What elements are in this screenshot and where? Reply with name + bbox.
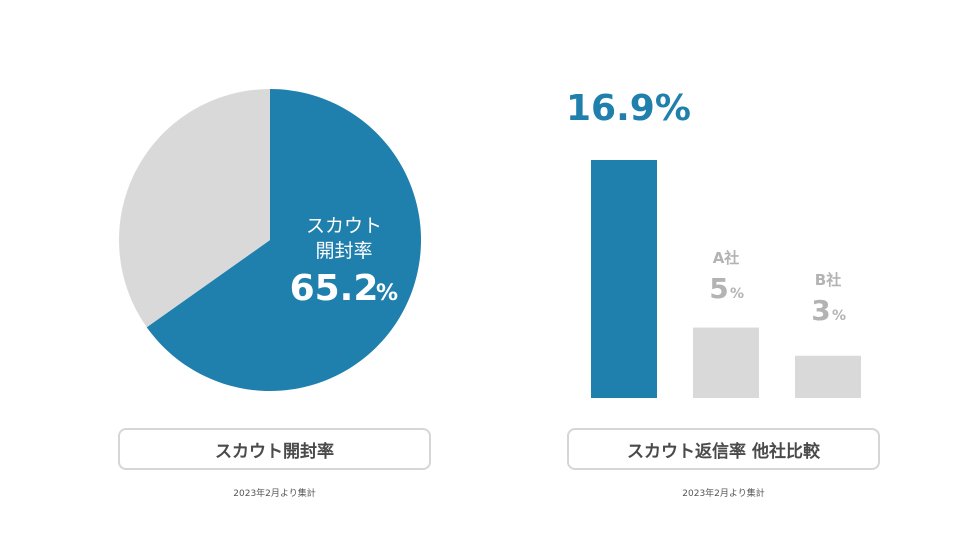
- bar-b-value: 3: [811, 294, 830, 327]
- bar-b-unit: %: [832, 308, 846, 324]
- bar-a-name: A社: [713, 249, 740, 267]
- bar-a: [693, 327, 759, 398]
- left-caption: スカウト開封率: [215, 441, 334, 462]
- left-caption-box: スカウト開封率: [118, 428, 431, 470]
- right-caption: スカウト返信率 他社比較: [627, 441, 820, 462]
- bar-a-unit: %: [730, 286, 744, 302]
- pie-inner-label-line1: スカウト: [306, 215, 382, 237]
- pie-slice-open-rate: [146, 89, 422, 391]
- right-note: 2023年2月より集計: [682, 489, 765, 499]
- pie-chart: [118, 89, 422, 391]
- bar-b: [795, 355, 861, 398]
- left-note: 2023年2月より集計: [233, 489, 316, 499]
- bar-b-name: B社: [815, 271, 841, 289]
- bar-top-value: 16.9%: [566, 88, 691, 129]
- pie-inner-value: 65.2: [290, 268, 379, 309]
- pie-slice-remainder: [118, 89, 270, 328]
- bar-a-value: 5: [709, 272, 728, 305]
- bar-own: [591, 160, 657, 398]
- pie-inner-unit: %: [376, 281, 398, 306]
- right-caption-box: スカウト返信率 他社比較: [567, 428, 880, 470]
- pie-inner-label-line2: 開封率: [315, 240, 372, 262]
- bar-chart: [591, 160, 861, 398]
